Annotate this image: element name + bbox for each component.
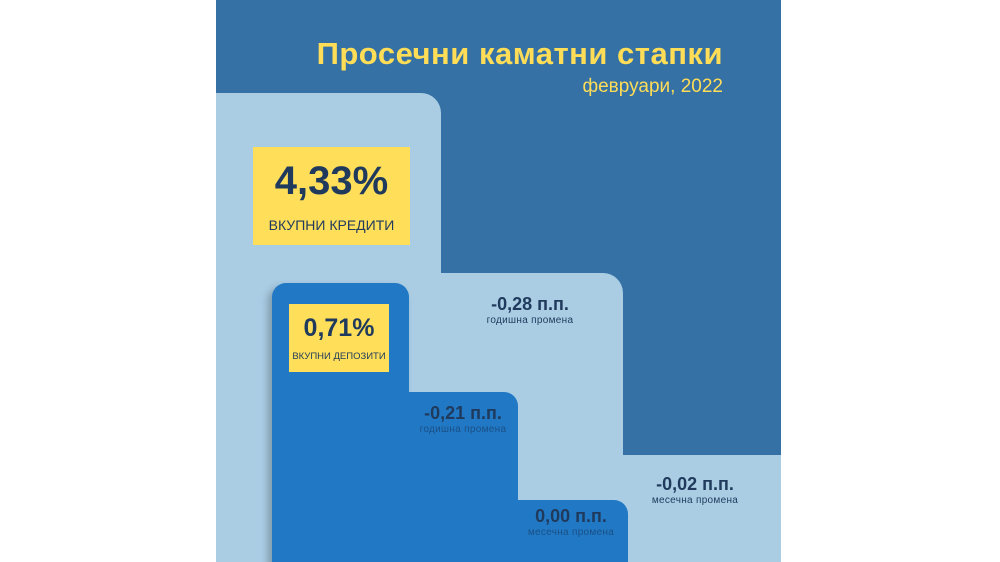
credits-annual-change-label: годишна промена [486,315,574,326]
credits-rate: 4,33% [274,159,389,203]
deposits-rate: 0,71% [303,314,375,342]
deposits-step-2 [396,392,518,562]
deposits-rate-box: 0,71% ВКУПНИ ДЕПОЗИТИ [289,304,389,372]
deposits-label: ВКУПНИ ДЕПОЗИТИ [292,351,386,362]
credits-rate-box: 4,33% ВКУПНИ КРЕДИТИ [253,147,410,245]
credits-monthly-change-value: -0,02 п.п. [656,474,734,494]
deposits-monthly-change-value: 0,00 п.п. [535,506,607,526]
deposits-monthly-change-label: месечна промена [527,527,615,538]
deposits-step-3 [506,500,628,562]
infographic: Просечни каматни стапки февруари, 2022 4… [216,0,781,562]
credits-monthly-change-label: месечна промена [651,495,739,506]
deposits-monthly-change: 0,00 п.п. месечна промена [521,506,621,538]
credits-annual-change: -0,28 п.п. годишна промена [480,294,580,326]
deposits-annual-change-value: -0,21 п.п. [424,403,502,423]
page-title: Просечни каматни стапки [316,36,723,71]
period-subtitle: февруари, 2022 [582,76,723,97]
deposits-annual-change: -0,21 п.п. годишна промена [413,403,513,435]
deposits-annual-change-label: годишна промена [419,424,507,435]
credits-label: ВКУПНИ КРЕДИТИ [268,217,395,233]
credits-monthly-change: -0,02 п.п. месечна промена [645,474,745,506]
credits-annual-change-value: -0,28 п.п. [491,294,569,314]
